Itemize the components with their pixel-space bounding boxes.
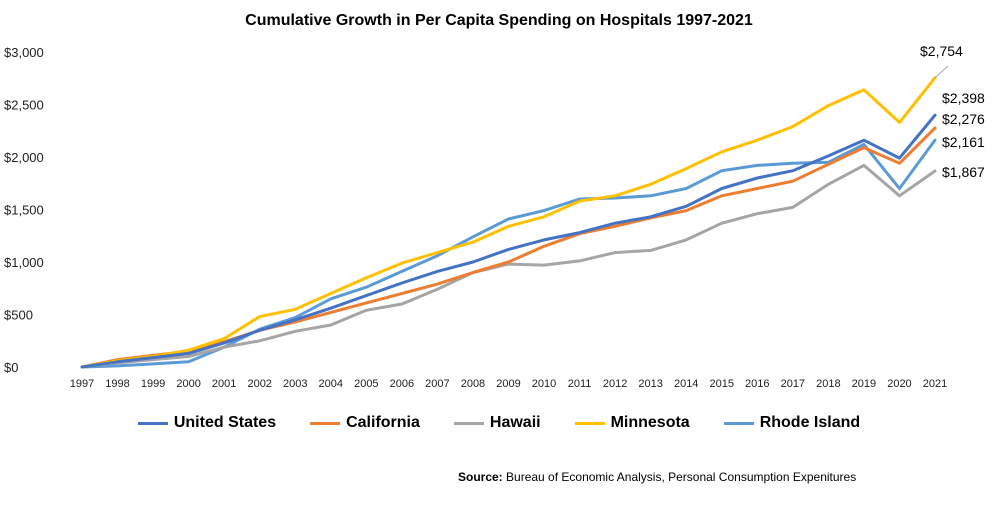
end-value-label: $2,161 [942,134,985,150]
y-tick-label: $3,000 [4,45,44,60]
legend-label: California [346,414,420,431]
x-tick-label: 2016 [745,378,769,390]
x-tick-label: 1997 [70,378,94,390]
x-tick-label: 2004 [319,378,343,390]
y-tick-label: $0 [4,360,18,375]
series-line-minnesota [80,76,937,369]
x-tick-label: 2003 [283,378,307,390]
legend-swatch [453,421,484,425]
x-tick-label: 1999 [141,378,165,390]
x-tick-label: 2012 [603,378,627,390]
x-tick-label: 2013 [638,378,662,390]
legend-swatch [574,421,605,425]
x-tick-label: 1998 [105,378,129,390]
x-tick-label: 2015 [710,378,734,390]
x-tick-label: 2006 [390,378,414,390]
legend-item: California [310,414,420,432]
end-value-label: $2,398 [942,90,985,106]
x-tick-label: 2008 [461,378,485,390]
legend-swatch [310,421,341,425]
legend: United States California Hawaii Minnesota Rh… [0,414,998,432]
legend-item: Hawaii [453,414,541,432]
source-text: Bureau of Economic Analysis, Personal Co… [506,470,857,484]
x-tick-label: 2014 [674,378,698,390]
y-tick-label: $2,000 [4,150,44,165]
x-tick-label: 2005 [354,378,378,390]
series-line-united-states [80,113,937,369]
y-tick-label: $1,000 [4,255,44,270]
x-tick-label: 2011 [568,378,592,390]
source-prefix: Source: [458,470,503,484]
x-tick-label: 2001 [212,378,236,390]
legend-label: Minnesota [610,414,690,431]
legend-label: United States [173,414,277,431]
legend-swatch [137,421,168,425]
end-label-leader-line [934,65,949,79]
legend-item: Minnesota [574,414,690,432]
x-tick-label: 2007 [425,378,449,390]
y-tick-label: $1,500 [4,203,44,218]
y-tick-label: $2,500 [4,98,44,113]
x-tick-label: 2000 [176,378,200,390]
x-tick-label: 2018 [816,378,840,390]
end-value-label: $2,276 [942,111,985,127]
y-tick-label: $500 [4,308,33,323]
legend-swatch [723,421,754,425]
series-line-hawaii [80,163,937,369]
end-value-label: $1,867 [942,164,985,180]
x-tick-label: 2019 [852,378,876,390]
legend-item: United States [137,414,277,432]
x-tick-label: 2010 [532,378,556,390]
x-tick-label: 2021 [923,378,947,390]
legend-label: Rhode Island [759,414,861,431]
legend-label: Hawaii [489,414,541,431]
x-tick-label: 2002 [247,378,271,390]
chart-title: Cumulative Growth in Per Capita Spending… [245,12,753,29]
x-tick-label: 2009 [496,378,520,390]
source-note: Source: Bureau of Economic Analysis, Per… [458,470,856,484]
x-tick-label: 2020 [887,378,911,390]
legend-item: Rhode Island [723,414,861,432]
end-value-label: $2,754 [920,43,963,59]
x-tick-label: 2017 [781,378,805,390]
